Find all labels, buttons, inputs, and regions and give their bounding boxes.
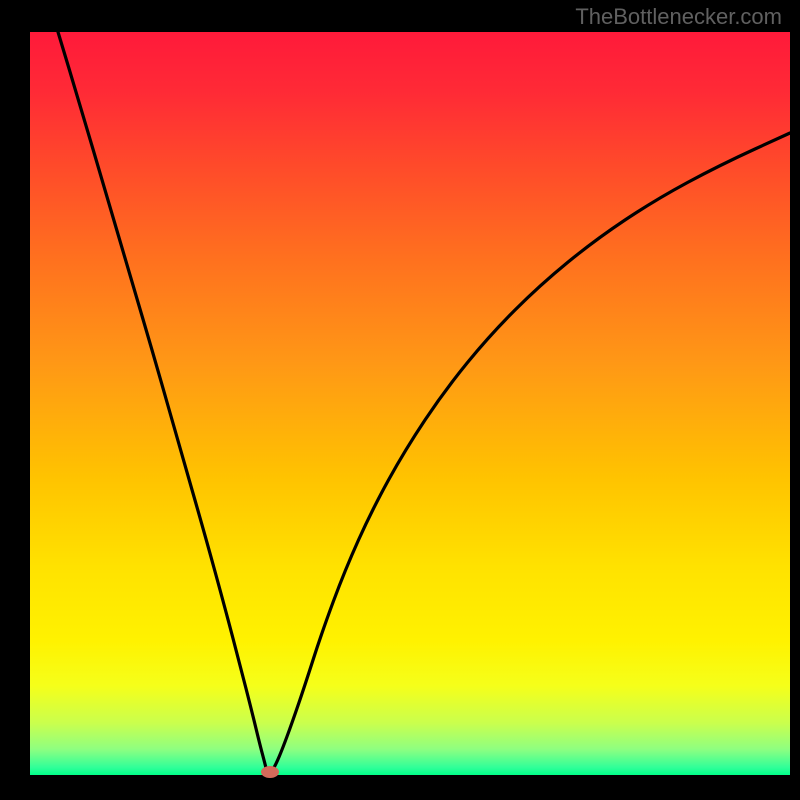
attribution-text: TheBottlenecker.com <box>575 4 782 30</box>
optimal-point-marker <box>261 766 279 778</box>
gradient-plot-area <box>30 32 790 775</box>
chart-container: TheBottlenecker.com <box>0 0 800 800</box>
